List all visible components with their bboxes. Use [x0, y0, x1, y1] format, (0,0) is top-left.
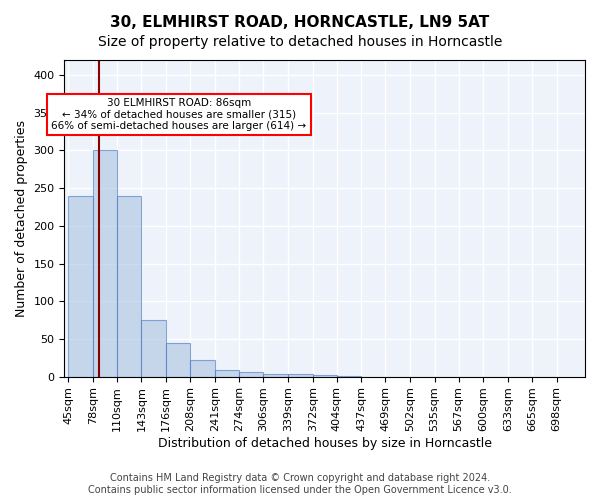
Bar	[313, 375, 337, 376]
Bar	[239, 372, 263, 376]
Text: 30, ELMHIRST ROAD, HORNCASTLE, LN9 5AT: 30, ELMHIRST ROAD, HORNCASTLE, LN9 5AT	[110, 15, 490, 30]
Bar	[93, 150, 117, 376]
Text: 30 ELMHIRST ROAD: 86sqm
← 34% of detached houses are smaller (315)
66% of semi-d: 30 ELMHIRST ROAD: 86sqm ← 34% of detache…	[52, 98, 307, 131]
Bar	[142, 320, 166, 376]
Text: Size of property relative to detached houses in Horncastle: Size of property relative to detached ho…	[98, 35, 502, 49]
Bar	[288, 374, 313, 376]
X-axis label: Distribution of detached houses by size in Horncastle: Distribution of detached houses by size …	[158, 437, 492, 450]
Bar	[117, 196, 142, 376]
Bar	[190, 360, 215, 376]
Bar	[68, 196, 93, 376]
Y-axis label: Number of detached properties: Number of detached properties	[15, 120, 28, 317]
Text: Contains HM Land Registry data © Crown copyright and database right 2024.
Contai: Contains HM Land Registry data © Crown c…	[88, 474, 512, 495]
Bar	[263, 374, 288, 376]
Bar	[215, 370, 239, 376]
Bar	[166, 344, 190, 376]
